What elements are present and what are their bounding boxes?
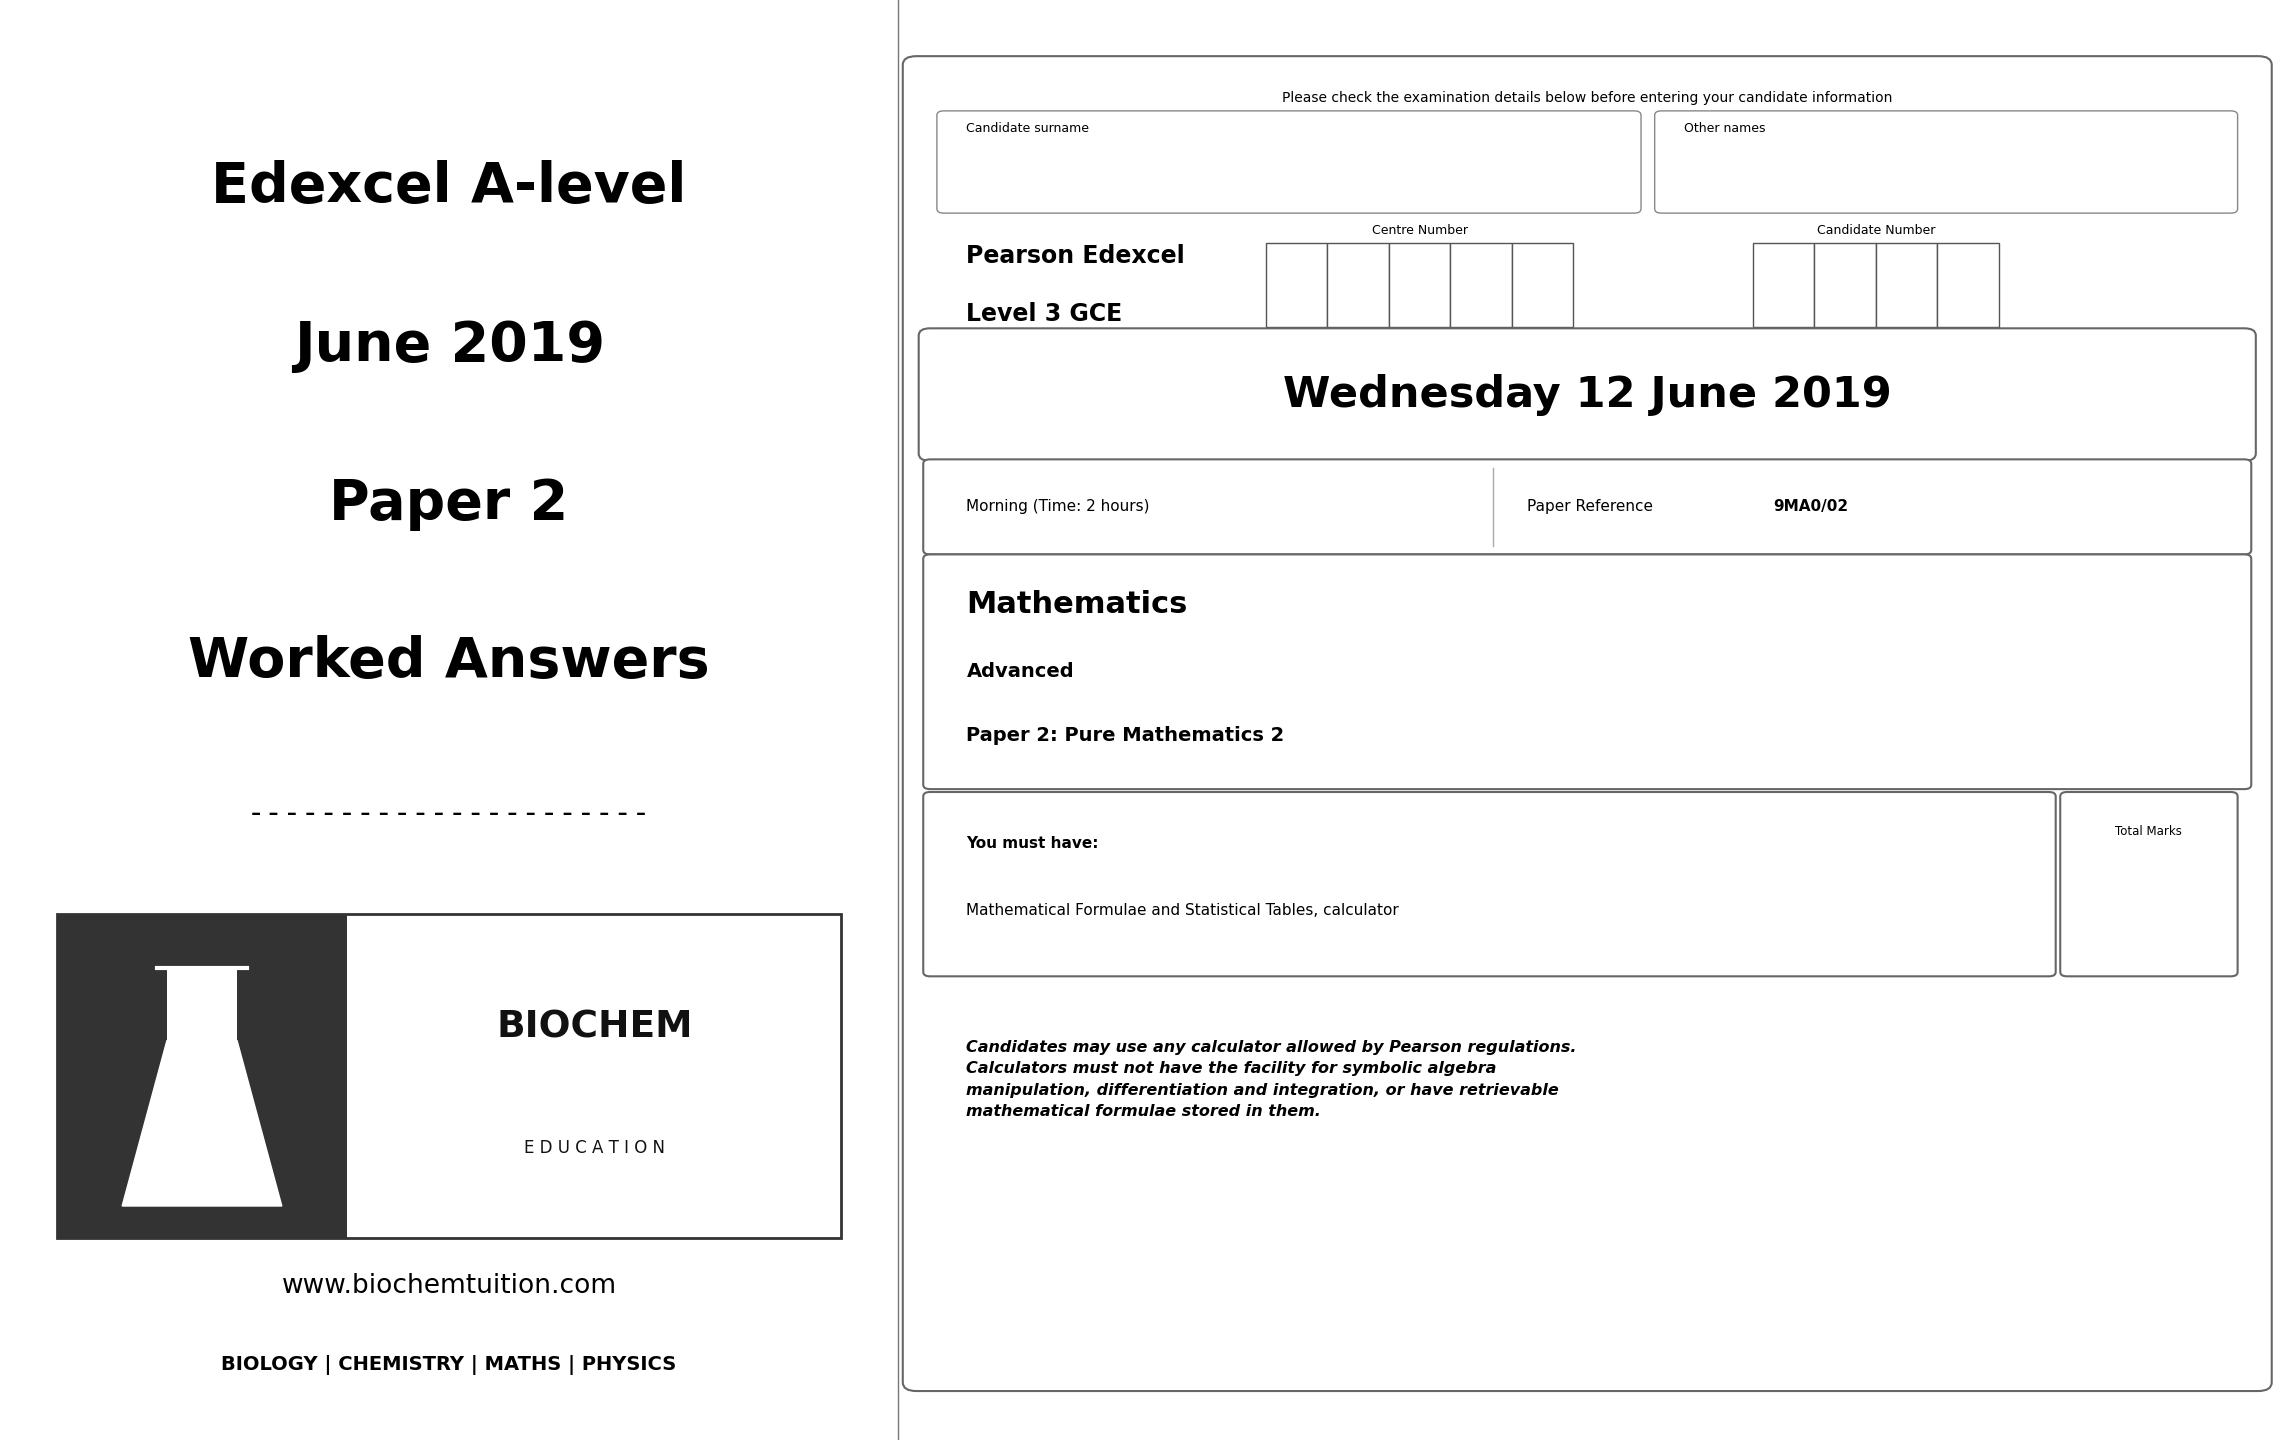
Text: Edexcel A-level: Edexcel A-level	[211, 160, 687, 215]
Bar	[1753, 243, 1815, 327]
Text: Worked Answers: Worked Answers	[189, 635, 709, 690]
Polygon shape	[123, 1041, 282, 1207]
Text: Candidate Number: Candidate Number	[1817, 223, 1935, 238]
Text: Total Marks: Total Marks	[2115, 825, 2183, 838]
Text: E D U C A T I O N: E D U C A T I O N	[523, 1139, 664, 1156]
Text: ----------------------: ----------------------	[248, 799, 650, 828]
FancyBboxPatch shape	[923, 459, 2251, 554]
Text: 9MA0/02: 9MA0/02	[1774, 500, 1849, 514]
Text: Candidates may use any calculator allowed by Pearson regulations.
Calculators mu: Candidates may use any calculator allowe…	[966, 1040, 1576, 1119]
Text: BIOLOGY | CHEMISTRY | MATHS | PHYSICS: BIOLOGY | CHEMISTRY | MATHS | PHYSICS	[221, 1355, 678, 1375]
FancyBboxPatch shape	[923, 554, 2251, 789]
Text: June 2019: June 2019	[293, 318, 605, 373]
Text: Paper Reference: Paper Reference	[1528, 500, 1658, 514]
Text: Pearson Edexcel: Pearson Edexcel	[966, 245, 1185, 268]
Text: Advanced: Advanced	[966, 662, 1073, 681]
FancyBboxPatch shape	[919, 328, 2256, 461]
Bar	[1876, 243, 1937, 327]
Bar	[1937, 243, 1999, 327]
FancyBboxPatch shape	[937, 111, 1642, 213]
Text: www.biochemtuition.com: www.biochemtuition.com	[282, 1273, 616, 1299]
Text: You must have:: You must have:	[966, 837, 1098, 851]
Bar	[1328, 243, 1389, 327]
Text: Other names: Other names	[1685, 122, 1765, 135]
Bar	[1815, 243, 1876, 327]
Bar	[166, 968, 236, 1048]
Bar	[1451, 243, 1512, 327]
Text: Candidate surname: Candidate surname	[966, 122, 1089, 135]
Text: Please check the examination details below before entering your candidate inform: Please check the examination details bel…	[1283, 91, 1892, 105]
Text: Level 3 GCE: Level 3 GCE	[966, 302, 1123, 325]
FancyBboxPatch shape	[903, 56, 2272, 1391]
Text: Centre Number: Centre Number	[1371, 223, 1467, 238]
FancyBboxPatch shape	[348, 914, 841, 1238]
Text: Paper 2: Pure Mathematics 2: Paper 2: Pure Mathematics 2	[966, 726, 1285, 744]
Text: Morning (Time: 2 hours): Morning (Time: 2 hours)	[966, 500, 1151, 514]
Bar	[1512, 243, 1574, 327]
FancyBboxPatch shape	[2060, 792, 2238, 976]
FancyBboxPatch shape	[1655, 111, 2238, 213]
FancyBboxPatch shape	[923, 792, 2056, 976]
Text: Wednesday 12 June 2019: Wednesday 12 June 2019	[1283, 373, 1892, 416]
Text: Mathematics: Mathematics	[966, 590, 1187, 619]
Text: BIOCHEM: BIOCHEM	[496, 1009, 694, 1045]
Bar	[1267, 243, 1328, 327]
Text: Paper 2: Paper 2	[330, 477, 568, 531]
Text: Mathematical Formulae and Statistical Tables, calculator: Mathematical Formulae and Statistical Ta…	[966, 903, 1399, 919]
FancyBboxPatch shape	[57, 914, 348, 1238]
Bar	[1389, 243, 1451, 327]
